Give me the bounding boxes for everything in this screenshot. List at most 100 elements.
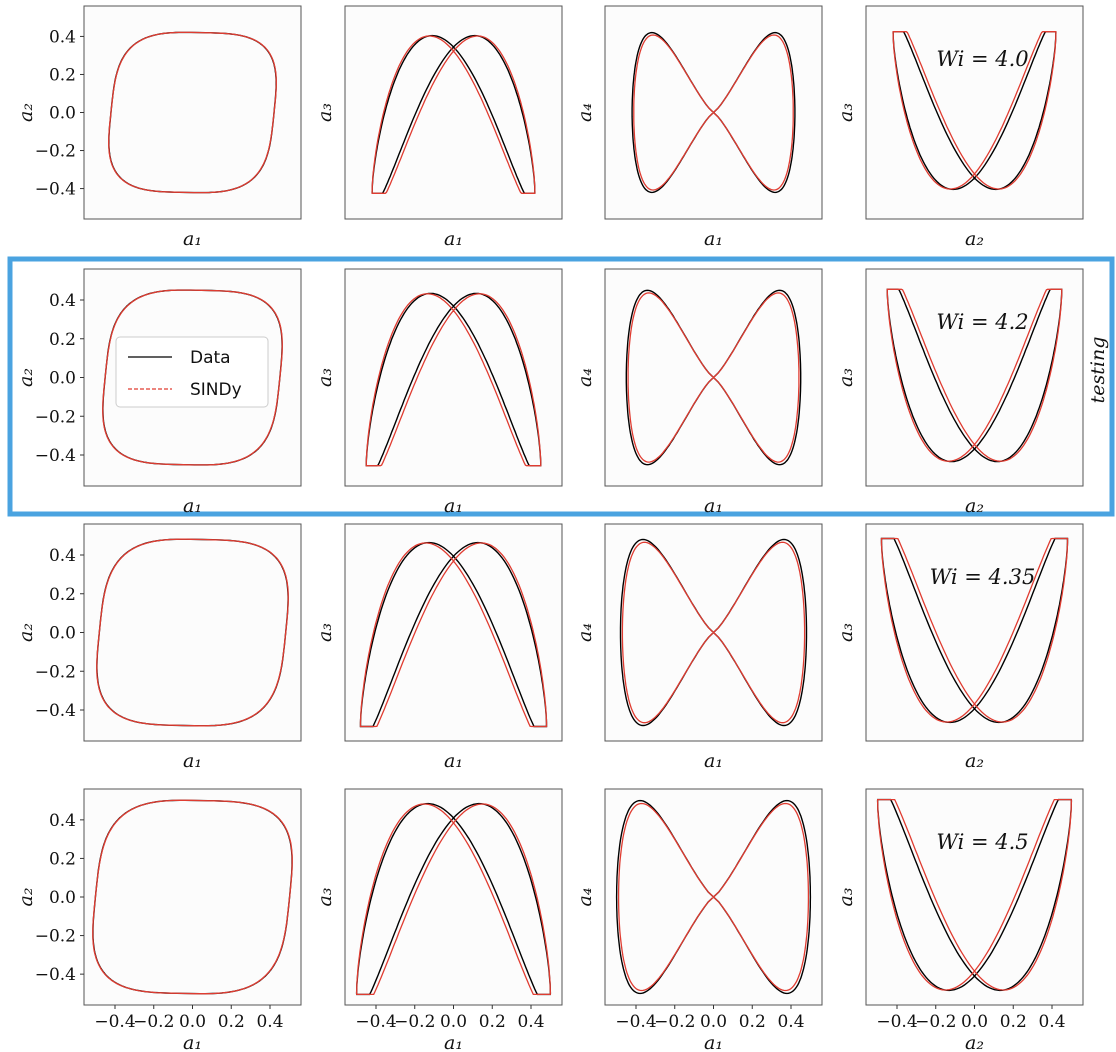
y-tick-label: 0.4 [49, 291, 76, 311]
panel-r2-c4: a₂ a₃ Wi = 4.2 [835, 268, 1084, 517]
x-tick-label: −0.2 [394, 1012, 435, 1032]
y-tick-label: 0.2 [49, 849, 76, 869]
x-axis-label: a₁ [704, 1032, 723, 1052]
y-axis-label: a₃ [314, 368, 336, 387]
wi-annotation: Wi = 4.0 [936, 47, 1028, 71]
panel-r2-c2: a₁ a₃ [314, 268, 563, 517]
y-tick-label: 0.0 [49, 624, 76, 644]
y-axis-label: a₂ [15, 888, 37, 907]
y-axis-label: a₃ [835, 623, 857, 642]
y-axis-label: a₄ [574, 103, 596, 122]
panel-r3-c3: a₁ a₄ [574, 523, 823, 772]
y-axis-label: a₄ [574, 623, 596, 642]
panel-r2-c3: a₁ a₄ [574, 268, 823, 517]
legend-data-label: Data [190, 348, 231, 368]
y-tick-label: 0.2 [49, 585, 76, 605]
series-sindy-line [96, 538, 289, 727]
x-tick-label: −0.4 [94, 1012, 135, 1032]
panel-frame [865, 5, 1084, 220]
x-tick-label: 0.4 [777, 1012, 804, 1032]
series-sindy-line [617, 802, 810, 992]
y-axis-label: a₃ [314, 103, 336, 122]
x-tick-label: 0.2 [479, 1012, 506, 1032]
legend: Data SINDy [115, 336, 269, 408]
x-tick-label: 0.2 [1000, 1012, 1027, 1032]
x-axis-label: a₂ [965, 495, 984, 517]
y-axis-label: a₃ [835, 103, 857, 122]
x-tick-label: 0.0 [440, 1012, 467, 1032]
panel-r1-c3: a₁ a₄ [574, 5, 823, 250]
x-axis-label: a₁ [183, 1032, 202, 1052]
series-sindy-line [102, 289, 283, 466]
panel-r3-c1: 0.4 0.2 0.0 −0.2 −0.4 a₁ a₂ [15, 523, 302, 772]
wi-annotation: Wi = 4.5 [936, 830, 1028, 854]
y-tick-label: −0.4 [35, 701, 76, 721]
testing-highlight-box [7, 256, 1115, 517]
y-tick-label: −0.4 [35, 446, 76, 466]
y-axis-label: a₃ [835, 888, 857, 907]
panel-r3-c2: a₁ a₃ [314, 523, 563, 772]
panel-r4-c4: −0.4−0.2 0.0 0.2 0.4 a₂ a₃ Wi = 4.5 [835, 788, 1084, 1052]
panel-frame [865, 788, 1084, 1006]
x-axis-label: a₁ [444, 750, 463, 772]
x-axis-label: a₁ [704, 750, 723, 772]
x-tick-label: −0.2 [133, 1012, 174, 1032]
y-tick-label: 0.2 [49, 65, 76, 85]
x-tick-label: −0.2 [915, 1012, 956, 1032]
panel-frame [344, 5, 563, 220]
series-sindy-line [886, 288, 1063, 462]
series-sindy-line [880, 537, 1069, 723]
y-tick-label: 0.2 [49, 330, 76, 350]
x-tick-label: 0.2 [739, 1012, 766, 1032]
panel-frame [83, 523, 302, 742]
wi-annotation: Wi = 4.2 [936, 310, 1028, 334]
x-axis-label: a₁ [183, 495, 202, 517]
y-tick-label: −0.2 [35, 142, 76, 162]
y-tick-label: −0.4 [35, 965, 76, 985]
y-tick-label: 0.4 [49, 811, 76, 831]
series-sindy-line [621, 541, 806, 724]
y-axis-label: a₃ [314, 888, 336, 907]
series-sindy-line [355, 803, 552, 996]
series-sindy-line [633, 34, 794, 191]
x-tick-label: 0.0 [961, 1012, 988, 1032]
series-sindy-line [627, 292, 800, 463]
panel-r4-c3: −0.4−0.2 0.0 0.2 0.4 a₁ a₄ [574, 788, 823, 1052]
y-tick-label: −0.4 [35, 180, 76, 200]
panel-r1-c1: 0.4 0.2 0.0 −0.2 −0.4 a₁ a₂ [15, 5, 302, 250]
x-tick-label: 0.0 [700, 1012, 727, 1032]
legend-sindy-label: SINDy [190, 380, 242, 400]
x-axis-label: a₁ [183, 750, 202, 772]
series-sindy-line [108, 31, 277, 194]
y-axis-label: a₃ [835, 368, 857, 387]
series-sindy-line [365, 293, 542, 467]
panel-frame [83, 5, 302, 220]
testing-label: testing [1087, 337, 1109, 404]
panel-frame [83, 788, 302, 1006]
panel-frame [344, 788, 563, 1006]
y-axis-label: a₃ [314, 623, 336, 642]
panel-frame [865, 268, 1084, 487]
x-axis-label: a₁ [444, 228, 463, 250]
x-axis-label: a₁ [704, 228, 723, 250]
x-tick-label: −0.2 [654, 1012, 695, 1032]
x-tick-label: 0.4 [517, 1012, 544, 1032]
x-axis-label: a₁ [444, 495, 463, 517]
series-sindy-line [876, 798, 1073, 991]
y-axis-label: a₄ [574, 368, 596, 387]
x-tick-label: −0.4 [615, 1012, 656, 1032]
panel-r4-c2: −0.4−0.2 0.0 0.2 0.4 a₁ a₃ [314, 788, 563, 1052]
x-tick-label: 0.2 [218, 1012, 245, 1032]
x-axis-label: a₁ [183, 228, 202, 250]
panel-r1-c2: a₁ a₃ [314, 5, 563, 250]
x-axis-label: a₂ [965, 750, 984, 772]
y-axis-label: a₂ [15, 623, 37, 642]
x-tick-label: 0.4 [1038, 1012, 1065, 1032]
y-tick-label: 0.4 [49, 27, 76, 47]
series-sindy-line [92, 799, 293, 995]
series-sindy-line [371, 35, 536, 194]
x-axis-label: a₂ [965, 228, 984, 250]
